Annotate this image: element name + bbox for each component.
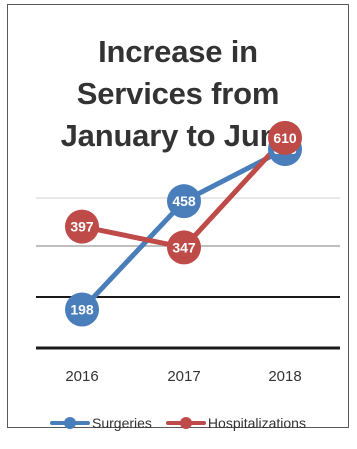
legend-key-hospitalizations [165,417,206,429]
data-label-surgeries-2017: 458 [172,193,196,209]
legend-item-hospitalizations: Hospitalizations [165,415,306,431]
data-point-hospitalizations-2017: 347 [167,230,201,265]
x-tick-label-2016: 2016 [65,368,98,385]
marker-surgeries-2017 [167,184,201,219]
x-tick-label-2017: 2017 [167,368,200,385]
legend-label-hospitalizations: Hospitalizations [207,415,306,431]
data-point-surgeries-2017: 458 [167,184,201,219]
marker-surgeries-2016 [65,292,99,327]
data-label-hospitalizations-2018: 610 [273,130,297,146]
data-label-surgeries-2016: 198 [70,301,94,317]
marker-hospitalizations-2017 [167,230,201,265]
data-label-hospitalizations-2016: 397 [70,219,94,235]
legend-label-surgeries: Surgeries [92,415,152,431]
legend-key-surgeries [50,417,90,429]
chart-frame: Increase in Services from January to Jun… [7,4,349,431]
marker-hospitalizations-2018 [268,120,302,155]
chart-title: Increase in Services from January to Jun… [60,34,296,153]
series-markers: 198458583397347610 [65,120,302,327]
data-point-hospitalizations-2016: 397 [65,209,99,244]
x-axis-labels: 2016 2017 2018 [65,368,301,385]
x-tick-label-2018: 2018 [268,368,301,385]
marker-hospitalizations-2016 [65,209,99,244]
legend-item-surgeries: Surgeries [50,415,152,431]
legend: Surgeries Hospitalizations [8,411,348,435]
series-lines [79,135,288,312]
data-point-hospitalizations-2018: 610 [268,120,302,155]
data-point-surgeries-2016: 198 [65,292,99,327]
data-label-hospitalizations-2017: 347 [172,239,196,255]
